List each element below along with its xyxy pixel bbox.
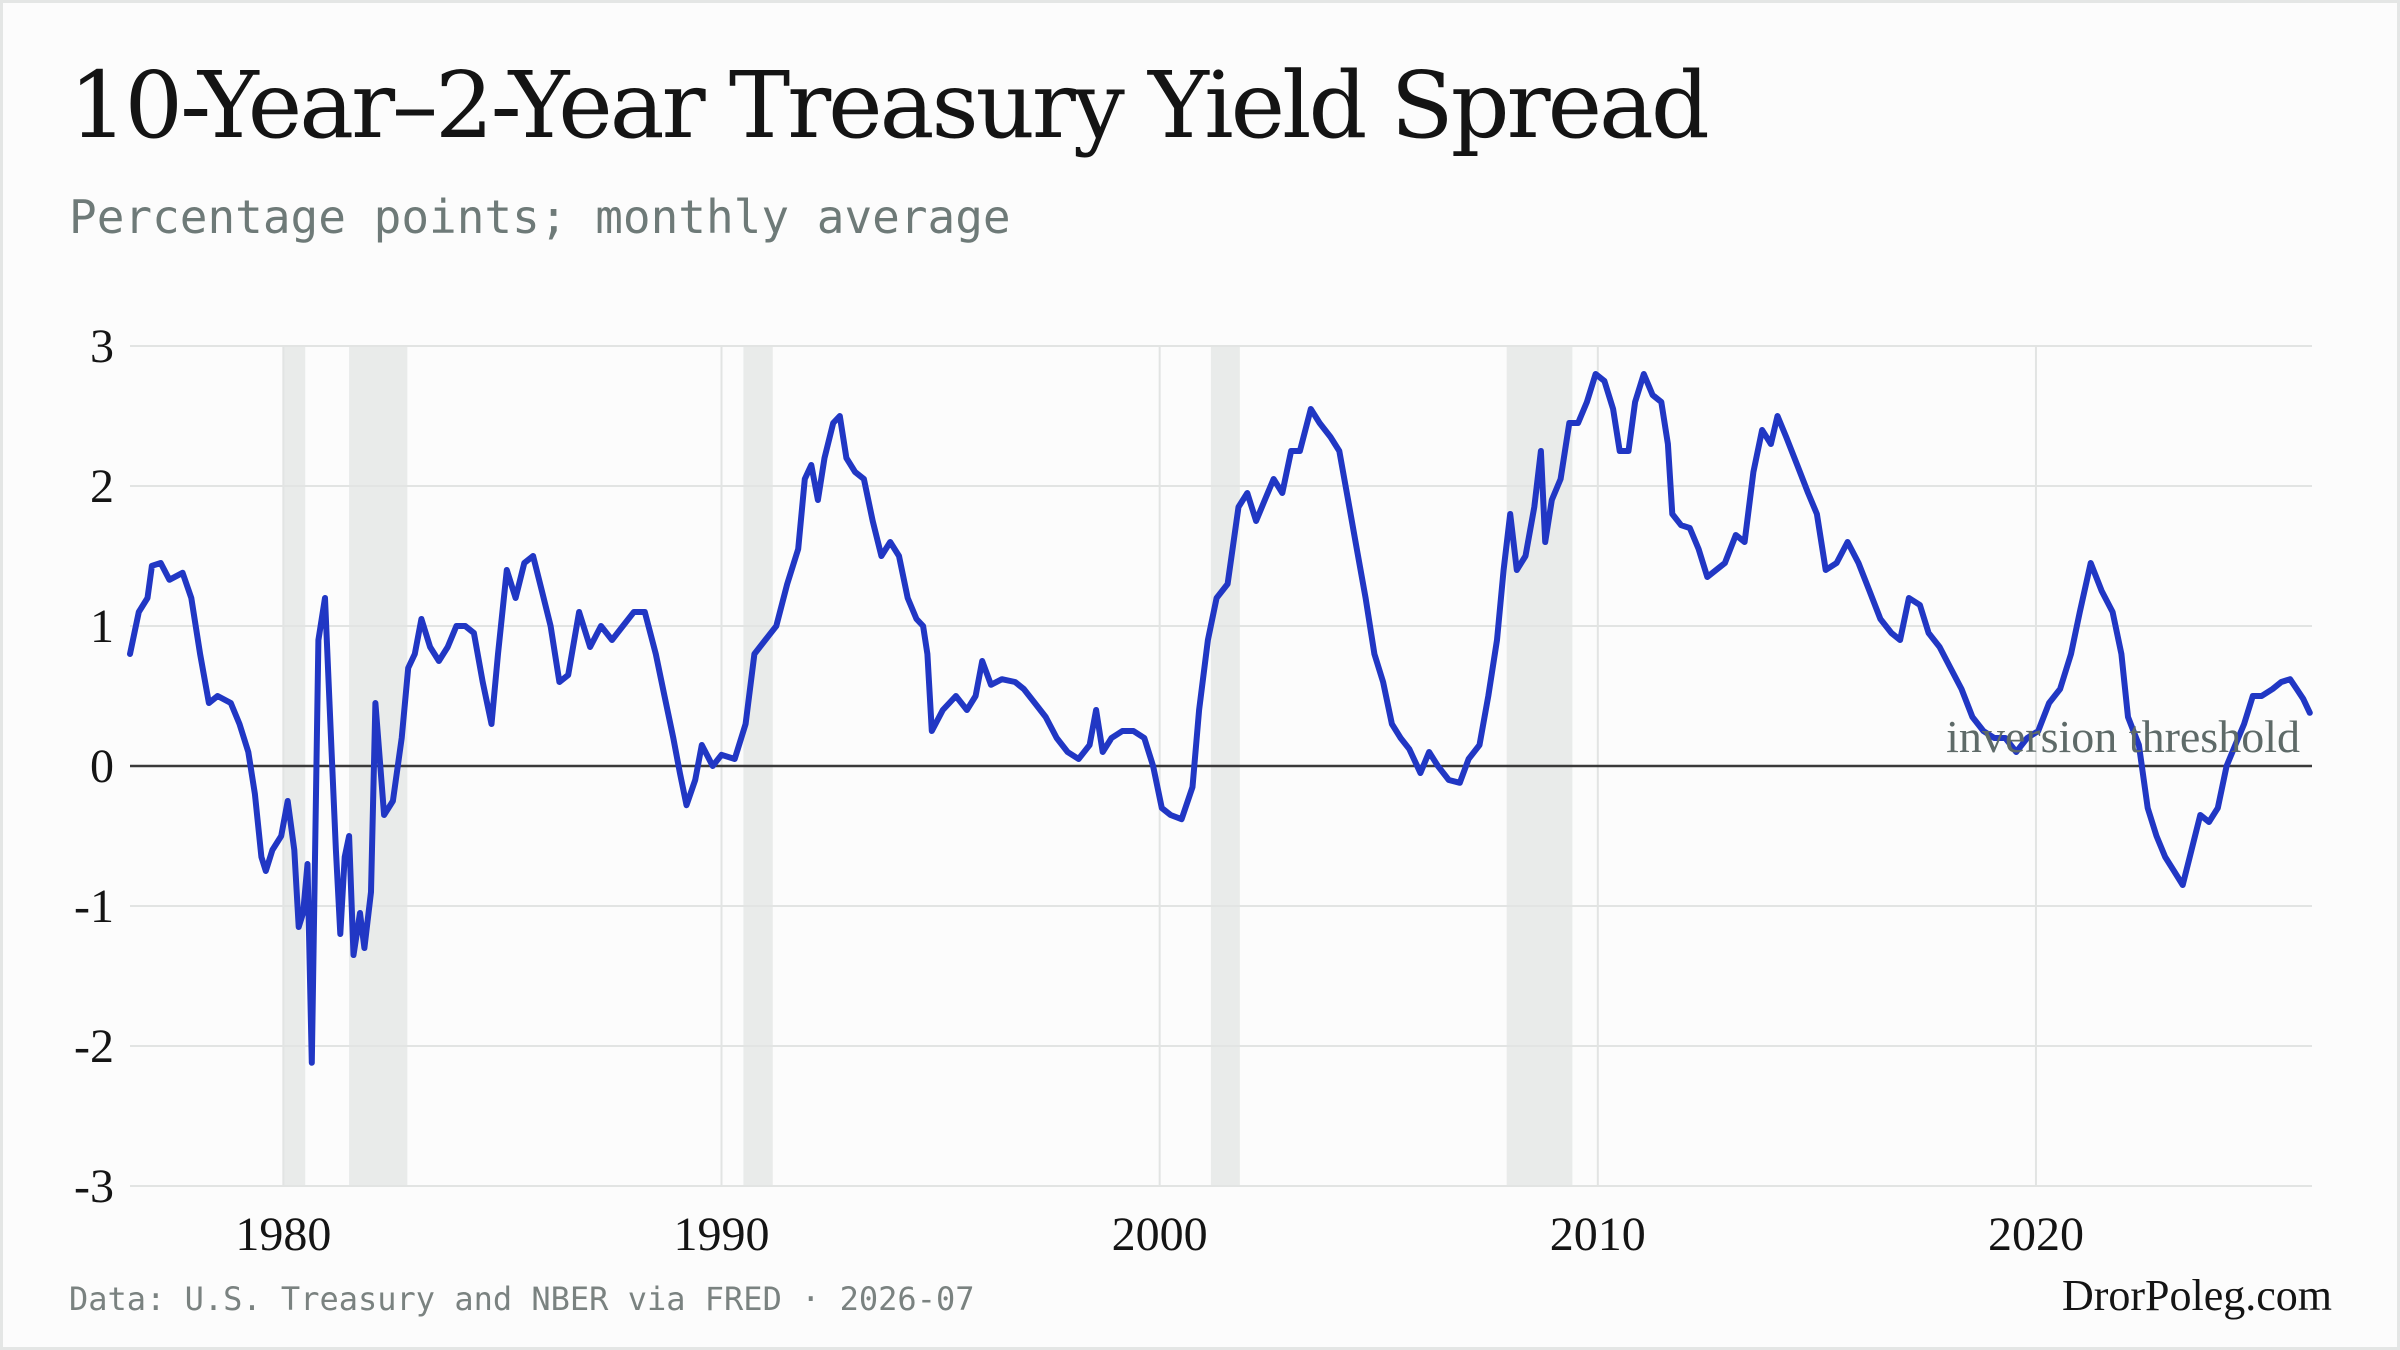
inversion-threshold-label: inversion threshold	[1946, 711, 2300, 762]
series-layer	[127, 371, 2313, 1066]
x-tick-label: 1980	[235, 1208, 331, 1261]
y-tick-label: -2	[74, 1020, 114, 1073]
y-tick-label: 1	[90, 600, 114, 653]
x-tick-label: 2010	[1550, 1208, 1646, 1261]
series-line	[127, 371, 2313, 1066]
y-tick-label: 0	[90, 740, 114, 793]
y-tick-label: 2	[90, 460, 114, 513]
y-tick-label: 3	[90, 320, 114, 373]
x-tick-label: 2000	[1112, 1208, 1208, 1261]
source-note: Data: U.S. Treasury and NBER via FRED · …	[69, 1280, 975, 1318]
y-tick-label: -1	[74, 880, 114, 933]
chart-subtitle: Percentage points; monthly average	[69, 190, 1011, 244]
tick-labels: 3 2 1 0 -1 -2 -3 1980 1990 2000 2010 2020	[74, 320, 2084, 1261]
x-tick-label: 1990	[674, 1208, 770, 1261]
chart-title: 10-Year–2-Year Treasury Yield Spread	[69, 52, 1710, 159]
brand-mark: DrorPoleg.com	[2061, 1271, 2332, 1320]
y-tick-label: -3	[74, 1160, 114, 1213]
x-tick-label: 2020	[1988, 1208, 2084, 1261]
